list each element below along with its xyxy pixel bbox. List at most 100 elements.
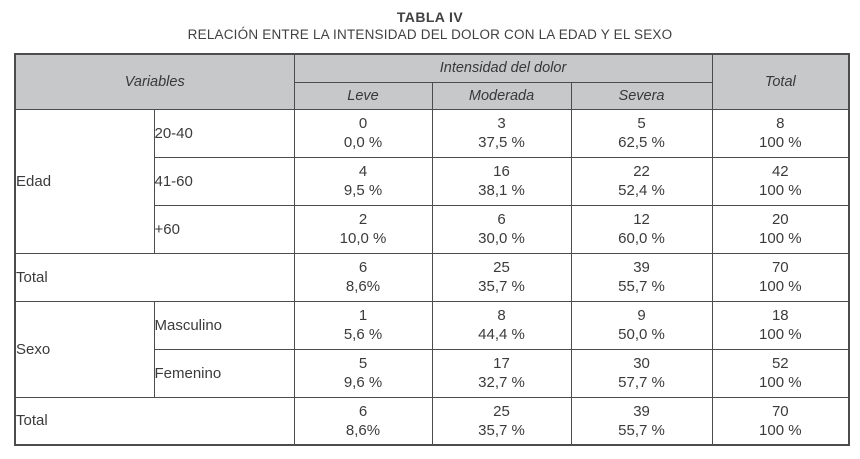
row-sexo-masculino: Sexo Masculino 1 5,6 % 8 44,4 % 9 50,0 %… [14,300,850,398]
total-label: Total [14,396,295,446]
percent: 50,0 % [618,326,665,343]
count: 6 [358,402,368,420]
count: 39 [633,259,650,276]
cell-moderada: 3 37,5 % [431,108,572,158]
percent: 9,6 % [343,374,383,391]
group-label-sexo: Sexo [14,300,155,398]
header-row-1: Variables Intensidad del dolor Total [14,53,850,110]
count: 4 [358,163,368,180]
percent: 60,0 % [618,230,665,247]
percent: 37,5 % [478,134,525,151]
percent: 10,0 % [339,230,387,247]
cell-total: 70 100 % [711,252,850,302]
cell-moderada: 25 35,7 % [431,396,572,446]
count: 3 [497,115,506,132]
cell-severa: 39 55,7 % [570,252,713,302]
header-total: Total [711,53,850,110]
data-table: Variables Intensidad del dolor Total Lev… [14,53,851,446]
percent: 35,7 % [478,278,525,295]
count: 5 [358,355,368,372]
percent: 55,7 % [618,278,665,295]
cell-severa: 30 57,7 % [570,348,713,398]
count: 5 [637,115,646,132]
percent: 62,5 % [618,134,665,151]
count: 1 [358,307,368,324]
percent: 52,4 % [618,182,665,199]
cell-moderada: 6 30,0 % [431,204,572,254]
count: 18 [771,307,789,324]
count: 39 [633,402,650,420]
percent: 32,7 % [478,374,525,391]
cell-total: 8 100 % [711,108,850,158]
row-edad-20-40: Edad 20-40 0 0,0 % 3 37,5 % 5 62,5 % 8 1… [14,108,850,254]
cell-severa: 12 60,0 % [570,204,713,254]
header-row-2: Leve Moderada Severa [15,81,849,110]
count: 42 [771,163,789,180]
count: 25 [493,402,510,420]
percent: 35,7 % [478,421,525,439]
count: 2 [358,211,368,228]
cell-moderada: 17 32,7 % [431,348,572,398]
count: 0 [358,115,368,132]
percent: 5,6 % [343,326,383,343]
header-severa: Severa [570,81,713,110]
cell-moderada: 25 35,7 % [431,252,572,302]
percent: 0,0 % [343,134,383,151]
count: 70 [771,402,789,420]
count: 12 [633,211,650,228]
cell-total: 42 100 % [711,156,850,206]
cell-leve: 6 8,6% [293,396,433,446]
row-label-20-40: 20-40 [153,108,295,158]
count: 30 [633,355,650,372]
percent: 9,5 % [343,182,383,199]
count: 16 [493,163,510,180]
count: 17 [493,355,510,372]
cell-severa: 22 52,4 % [570,156,713,206]
percent: 38,1 % [478,182,525,199]
group-label-edad: Edad [14,108,155,254]
percent: 30,0 % [478,230,525,247]
header-intensidad-del-dolor: Intensidad del dolor [293,53,713,83]
cell-total: 52 100 % [711,348,850,398]
table-title: TABLA IV [396,9,464,25]
cell-severa: 9 50,0 % [570,300,713,350]
cell-severa: 5 62,5 % [570,108,713,158]
percent: 55,7 % [618,421,665,439]
count: 8 [497,307,506,324]
cell-leve: 4 9,5 % [293,156,433,206]
row-label-41-60: 41-60 [153,156,295,206]
count: 6 [358,259,368,276]
cell-leve: 0 0,0 % [293,108,433,158]
percent: 8,6% [345,421,381,439]
row-label-femenino: Femenino [153,348,295,398]
row-total-edad: Total 6 8,6% 25 35,7 % 39 55,7 % 70 100 … [14,252,850,302]
cell-leve: 6 8,6% [293,252,433,302]
percent: 100 % [759,230,802,247]
count: 22 [633,163,650,180]
table-subtitle: RELACIÓN ENTRE LA INTENSIDAD DEL DOLOR C… [187,27,673,42]
row-total-sexo: Total 6 8,6% 25 35,7 % 39 55,7 % 70 100 … [14,396,850,446]
row-label-masculino: Masculino [153,300,295,350]
row-label-plus-60: +60 [153,204,295,254]
cell-total: 70 100 % [711,396,850,446]
percent: 100 % [759,182,802,199]
count: 9 [637,307,646,324]
percent: 100 % [759,374,802,391]
percent: 44,4 % [478,326,525,343]
percent: 100 % [759,134,802,151]
count: 6 [497,211,506,228]
cell-moderada: 8 44,4 % [431,300,572,350]
percent: 100 % [759,278,802,295]
count: 52 [771,355,789,372]
count: 8 [776,115,785,132]
count: 70 [771,259,789,276]
percent: 100 % [759,421,802,439]
cell-severa: 39 55,7 % [570,396,713,446]
percent: 57,7 % [618,374,665,391]
row-edad-41-60: 41-60 4 9,5 % 16 38,1 % 22 52,4 % 42 100… [15,156,850,206]
cell-total: 20 100 % [711,204,850,254]
cell-moderada: 16 38,1 % [431,156,572,206]
count: 25 [493,259,510,276]
count: 20 [771,211,789,228]
percent: 100 % [759,326,802,343]
